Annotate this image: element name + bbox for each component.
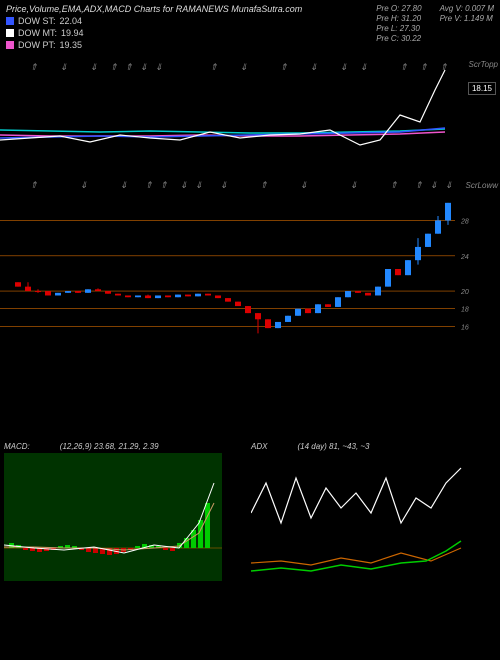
macd-params: (12,26,9) 23.68, 21.29, 2.39 bbox=[60, 442, 159, 451]
legend-st: DOW ST: 22.04 bbox=[6, 16, 302, 26]
svg-text:⇑: ⇑ bbox=[420, 62, 428, 72]
scrloww-label: ScrLoww bbox=[466, 181, 498, 190]
svg-text:20: 20 bbox=[460, 289, 469, 296]
svg-text:⇓: ⇓ bbox=[360, 62, 368, 72]
chart-header: Price,Volume,EMA,ADX,MACD Charts for RAM… bbox=[0, 0, 500, 54]
svg-text:⇓: ⇓ bbox=[60, 62, 68, 72]
svg-text:⇑: ⇑ bbox=[145, 180, 153, 190]
adx-params: (14 day) 81, ~43, ~3 bbox=[297, 442, 369, 451]
svg-text:⇑: ⇑ bbox=[30, 180, 38, 190]
svg-text:⇓: ⇓ bbox=[350, 180, 358, 190]
svg-text:⇓: ⇓ bbox=[195, 180, 203, 190]
chart-title: Price,Volume,EMA,ADX,MACD Charts for RAM… bbox=[6, 4, 302, 14]
svg-text:⇑: ⇑ bbox=[125, 62, 133, 72]
candlestick-chart: 28 24 20 18 16 bbox=[0, 194, 500, 344]
svg-text:⇑: ⇑ bbox=[400, 62, 408, 72]
adx-svg bbox=[251, 453, 469, 581]
adx-label: ADX bbox=[251, 442, 267, 451]
svg-text:⇓: ⇓ bbox=[220, 180, 228, 190]
svg-text:⇓: ⇓ bbox=[155, 62, 163, 72]
svg-text:⇓: ⇓ bbox=[310, 62, 318, 72]
svg-text:⇑: ⇑ bbox=[30, 62, 38, 72]
price-chart: ScrTopp ScrLoww 18.15 ⇑ ⇓ ⇓ ⇑ ⇑ ⇓ ⇓ ⇑ ⇓ ⇑ ⇓ ⇓ ⇓ ⇑ ⇑ ⇑ ⇑ ⇓… bbox=[0, 60, 500, 190]
svg-text:⇑: ⇑ bbox=[415, 180, 423, 190]
info-grid: Pre O: 27.80 Avg V: 0.007 M Pre H: 31.20… bbox=[376, 4, 494, 43]
svg-text:⇑: ⇑ bbox=[110, 62, 118, 72]
macd-svg bbox=[4, 453, 222, 581]
candle-svg: 28 24 20 18 16 bbox=[0, 194, 500, 344]
svg-text:⇓: ⇓ bbox=[120, 180, 128, 190]
svg-text:⇓: ⇓ bbox=[140, 62, 148, 72]
price-tag: 18.15 bbox=[468, 82, 496, 95]
svg-text:⇓: ⇓ bbox=[90, 62, 98, 72]
svg-text:⇓: ⇓ bbox=[340, 62, 348, 72]
adx-chart: ADX (14 day) 81, ~43, ~3 bbox=[251, 442, 496, 587]
svg-text:⇓: ⇓ bbox=[300, 180, 308, 190]
svg-text:⇑: ⇑ bbox=[280, 62, 288, 72]
svg-text:18: 18 bbox=[461, 307, 469, 314]
legend-pt: DOW PT: 19.35 bbox=[6, 40, 302, 50]
svg-text:⇓: ⇓ bbox=[80, 180, 88, 190]
svg-text:16: 16 bbox=[461, 324, 469, 331]
svg-text:⇑: ⇑ bbox=[440, 62, 448, 72]
svg-text:⇓: ⇓ bbox=[445, 180, 453, 190]
price-svg: ⇑ ⇓ ⇓ ⇑ ⇑ ⇓ ⇓ ⇑ ⇓ ⇑ ⇓ ⇓ ⇓ ⇑ ⇑ ⇑ ⇑ ⇓ ⇓ ⇑ ⇑ ⇓ ⇓ ⇓ ⇑ ⇓ ⇓ ⇑ ⇑ ⇓ ⇓ bbox=[0, 60, 500, 190]
scrtopp-label: ScrTopp bbox=[469, 60, 499, 69]
macd-label: MACD: bbox=[4, 442, 30, 451]
lower-charts: MACD: (12,26,9) 23.68, 21.29, 2.39 ADX (… bbox=[0, 442, 500, 587]
svg-text:⇑: ⇑ bbox=[260, 180, 268, 190]
macd-chart: MACD: (12,26,9) 23.68, 21.29, 2.39 bbox=[4, 442, 249, 587]
svg-text:⇑: ⇑ bbox=[390, 180, 398, 190]
svg-text:28: 28 bbox=[460, 218, 469, 225]
svg-text:24: 24 bbox=[460, 254, 469, 261]
svg-text:⇓: ⇓ bbox=[180, 180, 188, 190]
svg-text:⇓: ⇓ bbox=[430, 180, 438, 190]
svg-text:⇓: ⇓ bbox=[240, 62, 248, 72]
svg-text:⇑: ⇑ bbox=[210, 62, 218, 72]
svg-text:⇑: ⇑ bbox=[160, 180, 168, 190]
legend-mt: DOW MT: 19.94 bbox=[6, 28, 302, 38]
